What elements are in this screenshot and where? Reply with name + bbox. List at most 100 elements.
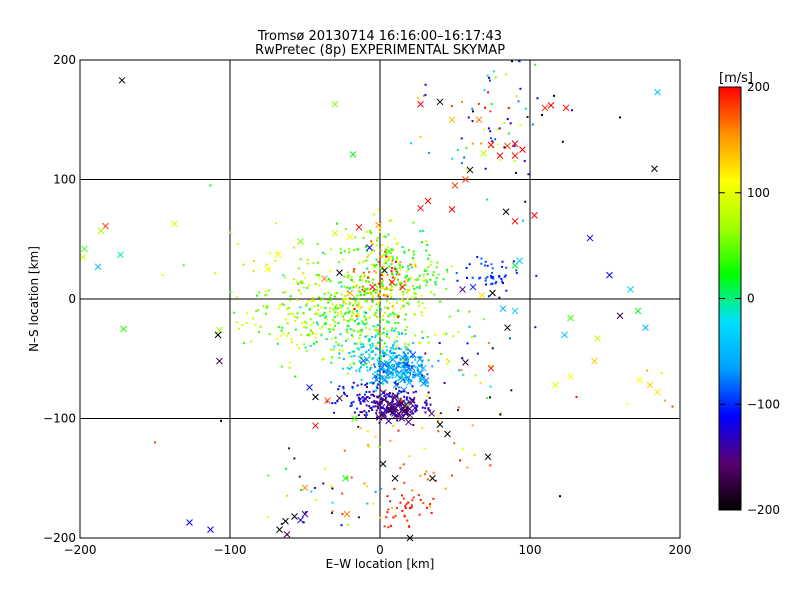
data-point-dot [424, 93, 427, 96]
data-point-dot [356, 394, 359, 397]
data-point-dot [377, 348, 380, 351]
data-point-dot [379, 516, 382, 519]
data-point-dot [430, 260, 433, 263]
data-point-dot [396, 242, 399, 245]
data-point-dot [392, 307, 395, 310]
data-point-dot [361, 396, 364, 399]
data-point-dot [414, 263, 417, 266]
data-point-dot [421, 336, 424, 339]
data-point-dot [306, 258, 309, 261]
data-point-dot [407, 268, 410, 271]
data-point-dot [391, 258, 394, 261]
data-point-dot [375, 290, 378, 293]
data-point-dot [364, 245, 367, 248]
data-point-dot [313, 305, 316, 308]
data-point-dot [264, 294, 267, 297]
data-point-dot [381, 243, 384, 246]
data-point-dot [303, 325, 306, 328]
data-point-dot [420, 364, 423, 367]
data-point-dot [386, 288, 389, 291]
data-point-dot [355, 369, 358, 372]
data-point-dot [348, 287, 351, 290]
data-point-dot [374, 311, 377, 314]
data-point-cross [355, 223, 363, 231]
data-point-dot [413, 291, 416, 294]
data-point-dot [378, 421, 381, 424]
data-point-dot [352, 309, 355, 312]
data-point-dot [341, 492, 344, 495]
data-point-cross [511, 140, 519, 148]
data-point-dot [393, 315, 396, 318]
data-point-dot [408, 525, 411, 528]
data-point-dot [461, 448, 464, 451]
data-point-dot [396, 403, 399, 406]
data-point-dot [527, 173, 530, 176]
data-point-dot [423, 269, 426, 272]
data-point-dot [626, 403, 629, 406]
data-point-dot [404, 376, 407, 379]
data-point-dot [314, 283, 317, 286]
grid-lines [80, 60, 680, 538]
data-point-dot [339, 304, 342, 307]
data-point-dot [437, 359, 440, 362]
data-point-dot [334, 307, 337, 310]
data-point-dot [426, 385, 429, 388]
data-point-dot [393, 368, 396, 371]
data-point-dot [331, 356, 334, 359]
data-point-dot [360, 356, 363, 359]
data-point-dot [427, 391, 430, 394]
data-point-dot [350, 334, 353, 337]
data-point-dot [347, 372, 350, 375]
data-point-dot [323, 253, 326, 256]
data-point-dot [372, 405, 375, 408]
data-point-dot [356, 330, 359, 333]
data-point-dot [356, 318, 359, 321]
data-point-dot [425, 279, 428, 282]
data-point-dot [357, 516, 360, 519]
data-point-dot [399, 357, 402, 360]
data-point-dot [485, 283, 488, 286]
data-point-dot [353, 307, 356, 310]
data-point-dot [440, 352, 443, 355]
data-point-dot [363, 290, 366, 293]
data-point-dot [362, 285, 365, 288]
data-point-dot [361, 279, 364, 282]
data-point-dot [404, 329, 407, 332]
data-point-dot [406, 408, 409, 411]
data-point-dot [290, 341, 293, 344]
y-axis-ticks: −200 −100 0 100 200 [43, 53, 86, 545]
data-point-dot [400, 348, 403, 351]
data-point-cross [375, 221, 382, 229]
data-point-dot [346, 307, 349, 310]
data-point-dot [412, 391, 415, 394]
data-point-dot [398, 266, 401, 269]
data-point-dot [349, 318, 352, 321]
data-point-dot [410, 264, 413, 267]
data-point-dot [407, 401, 410, 404]
data-point-dot [376, 359, 379, 362]
data-point-dot [393, 277, 396, 280]
data-point-dot [242, 263, 245, 266]
data-point-dot [466, 276, 469, 279]
data-point-dot [346, 523, 349, 526]
data-point-dot [371, 301, 374, 304]
data-point-dot [403, 318, 406, 321]
data-point-dot [496, 143, 499, 146]
data-point-dot [374, 334, 377, 337]
data-point-dot [571, 109, 573, 112]
data-point-dot [378, 267, 381, 270]
data-point-dot [387, 410, 390, 413]
data-point-dot [342, 300, 345, 303]
data-point-dot [394, 347, 397, 350]
data-point-dot [315, 321, 318, 324]
data-point-dot [490, 263, 493, 266]
data-point-dot [341, 304, 344, 307]
data-point-dot [425, 382, 428, 385]
data-point-dot [531, 123, 534, 126]
data-point-dot [344, 302, 347, 305]
data-point-dot [327, 291, 330, 294]
data-point-cross [291, 513, 298, 520]
data-point-dot [418, 284, 421, 287]
data-point-dot [489, 130, 492, 133]
